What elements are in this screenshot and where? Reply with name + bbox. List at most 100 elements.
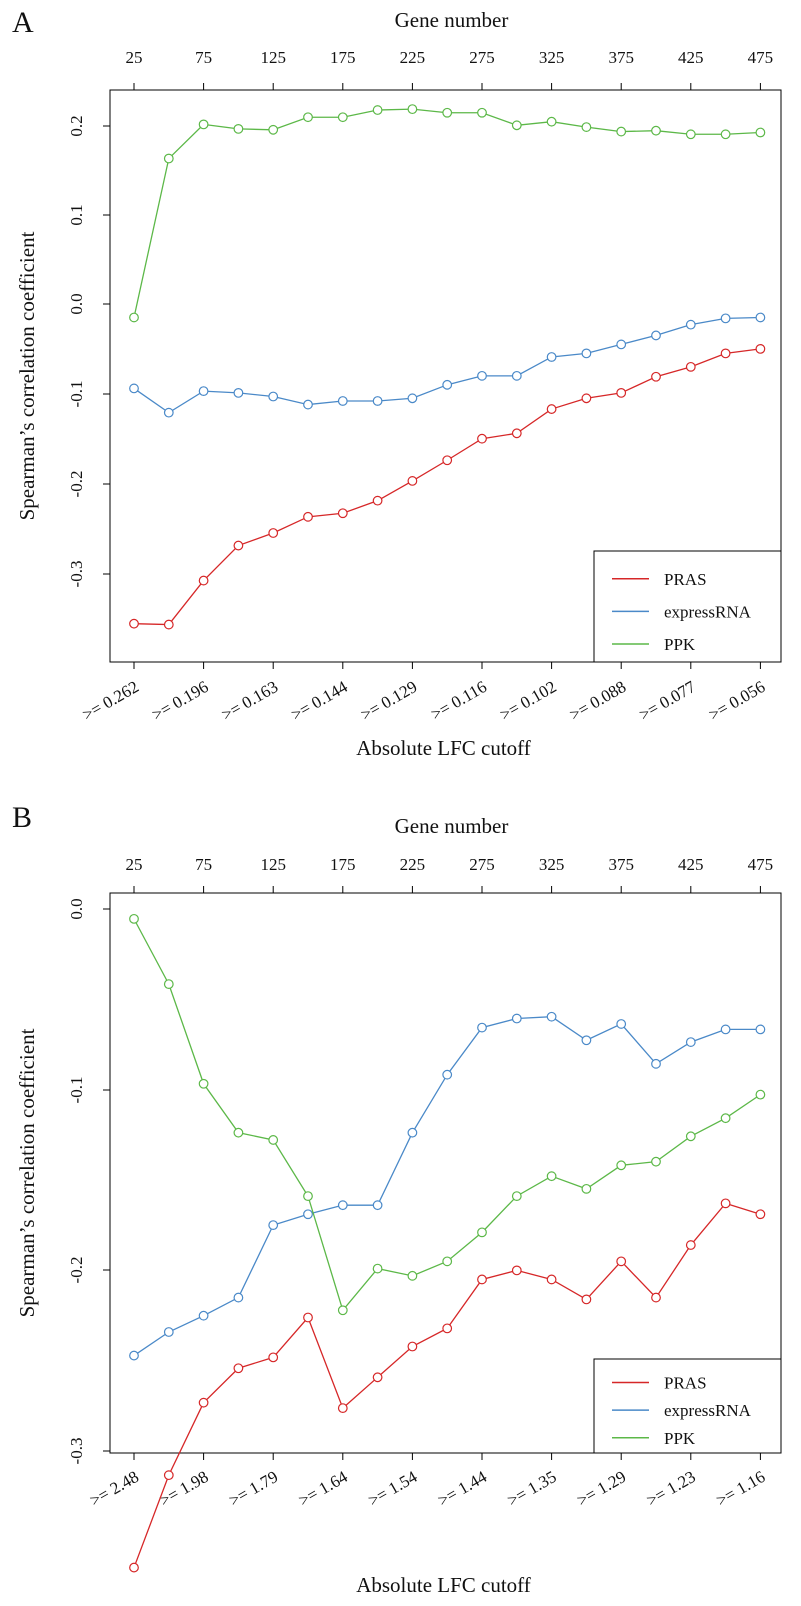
data-point-ppk <box>616 1160 627 1171</box>
data-point-expressrna <box>268 1220 279 1230</box>
data-point-pras <box>303 1312 313 1323</box>
data-point-ppk <box>268 124 279 135</box>
bottom-tick-label: >= 1.16 <box>713 1467 769 1510</box>
data-point-pras <box>442 1323 453 1334</box>
bottom-tick-label: >= 0.144 <box>288 677 351 725</box>
panel-b: B Gene number 25 75 125 175 225 275 325 375 425 475… <box>12 801 782 1597</box>
data-point-expressrna <box>129 1350 139 1361</box>
data-point-expressrna <box>372 396 383 406</box>
bottom-tick-label: >= 0.262 <box>79 677 142 724</box>
y-tick-label: -0.2 <box>67 1257 86 1284</box>
data-point-ppk <box>303 112 313 123</box>
top-tick-label: 125 <box>260 48 286 67</box>
y-tick-label: -0.1 <box>67 1077 86 1104</box>
data-point-ppk <box>129 312 139 323</box>
data-point-expressrna <box>616 1019 627 1029</box>
data-point-pras <box>337 508 348 519</box>
data-point-ppk <box>720 129 731 140</box>
panel-a: A Gene number 25 75 125 175 225 275 325 375 425 475… <box>12 6 782 760</box>
bottom-tick-label: >= 0.088 <box>566 677 629 724</box>
series-line-expressrna <box>133 316 761 414</box>
data-point-expressrna <box>407 1127 418 1138</box>
data-point-expressrna <box>651 330 661 341</box>
top-axis-title: Gene number <box>395 8 509 32</box>
bottom-tick-label: >= 0.077 <box>636 677 699 725</box>
data-point-pras <box>372 1372 383 1383</box>
data-point-ppk <box>372 105 383 115</box>
panel-letter: A <box>12 6 34 39</box>
data-point-pras <box>685 1240 696 1250</box>
data-point-pras <box>163 1470 174 1481</box>
data-point-expressrna <box>163 407 174 418</box>
data-point-pras <box>407 476 418 486</box>
data-point-expressrna <box>129 383 139 394</box>
data-point-expressrna <box>337 1200 348 1211</box>
plot-frame <box>109 89 782 663</box>
data-point-expressrna <box>651 1058 661 1069</box>
data-point-ppk <box>337 1305 348 1316</box>
data-point-ppk <box>581 122 592 132</box>
data-point-ppk <box>372 1263 383 1274</box>
data-point-pras <box>581 1294 592 1305</box>
data-point-ppk <box>651 125 661 136</box>
data-point-expressrna <box>303 399 313 410</box>
data-point-pras <box>163 619 174 630</box>
data-point-pras <box>546 404 557 414</box>
data-point-ppk <box>407 104 418 115</box>
y-axis-title: Spearman’s correlation coefficient <box>15 1028 39 1317</box>
bottom-tick-label: >= 1.54 <box>365 1467 421 1510</box>
top-tick-label: 225 <box>400 855 426 874</box>
data-point-ppk <box>511 120 522 131</box>
data-point-expressrna <box>755 1024 766 1035</box>
top-tick-label: 275 <box>469 48 495 67</box>
top-tick-label: 475 <box>748 48 774 67</box>
data-point-ppk <box>651 1156 661 1167</box>
data-point-expressrna <box>198 1310 209 1321</box>
panel-letter: B <box>12 801 32 834</box>
data-point-pras <box>477 1274 487 1285</box>
data-point-expressrna <box>477 370 487 381</box>
top-tick-label: 425 <box>678 48 704 67</box>
top-tick-label: 325 <box>539 855 565 874</box>
data-point-expressrna <box>546 1011 557 1022</box>
data-point-ppk <box>685 129 696 140</box>
data-point-ppk <box>546 116 557 127</box>
data-point-expressrna <box>442 1069 453 1080</box>
bottom-tick-label: >= 0.116 <box>428 677 490 724</box>
y-tick-label: 0.2 <box>67 115 86 136</box>
data-point-expressrna <box>407 393 418 404</box>
data-point-expressrna <box>268 391 279 402</box>
data-point-pras <box>581 393 592 404</box>
data-point-pras <box>268 528 279 538</box>
legend-label-expressrna: expressRNA <box>664 1401 752 1420</box>
top-tick-label: 375 <box>608 855 634 874</box>
data-point-pras <box>616 1256 627 1267</box>
bottom-tick-label: >= 0.196 <box>149 677 212 724</box>
bottom-tick-label: >= 1.35 <box>504 1467 560 1510</box>
data-point-ppk <box>303 1191 313 1202</box>
data-point-pras <box>129 618 139 629</box>
data-point-pras <box>651 371 661 382</box>
bottom-tick-label: >= 1.79 <box>226 1467 282 1510</box>
data-point-ppk <box>755 1089 766 1100</box>
top-tick-label: 175 <box>330 48 356 67</box>
data-point-ppk <box>268 1135 279 1145</box>
data-point-ppk <box>233 1127 244 1138</box>
data-point-pras <box>651 1292 661 1303</box>
data-point-ppk <box>163 153 174 164</box>
data-point-expressrna <box>442 379 453 390</box>
data-point-expressrna <box>581 348 592 359</box>
top-axis-title: Gene number <box>395 814 509 838</box>
data-point-ppk <box>546 1171 557 1182</box>
data-point-pras <box>198 575 209 586</box>
data-point-expressrna <box>720 1024 731 1035</box>
data-point-ppk <box>442 107 453 118</box>
top-tick-label: 475 <box>748 855 774 874</box>
data-point-pras <box>303 511 313 522</box>
data-point-ppk <box>755 127 766 138</box>
legend-label-expressrna: expressRNA <box>664 602 752 621</box>
data-point-pras <box>372 495 383 506</box>
top-tick-label: 25 <box>126 48 143 67</box>
data-point-expressrna <box>337 396 348 406</box>
